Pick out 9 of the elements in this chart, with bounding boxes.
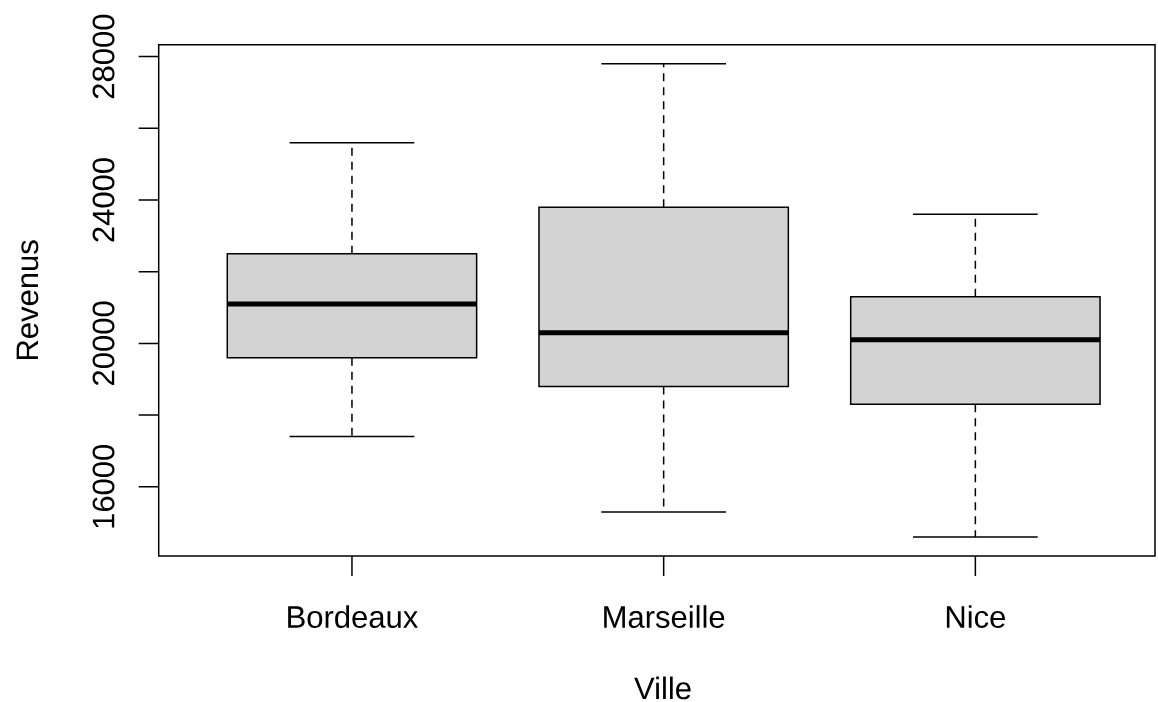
y-axis-title: Revenus	[16, 240, 39, 360]
x-tick-label: Marseille	[604, 605, 725, 628]
y-tick-label: 16000	[92, 444, 115, 528]
y-tick-label: 20000	[92, 301, 115, 385]
y-tick-label: 28000	[92, 14, 115, 99]
y-tick-label: 24000	[92, 158, 115, 242]
x-axis-title: Ville	[634, 676, 691, 700]
x-tick-label: Nice	[946, 605, 1005, 628]
x-tick-label: Bordeaux	[288, 605, 418, 628]
